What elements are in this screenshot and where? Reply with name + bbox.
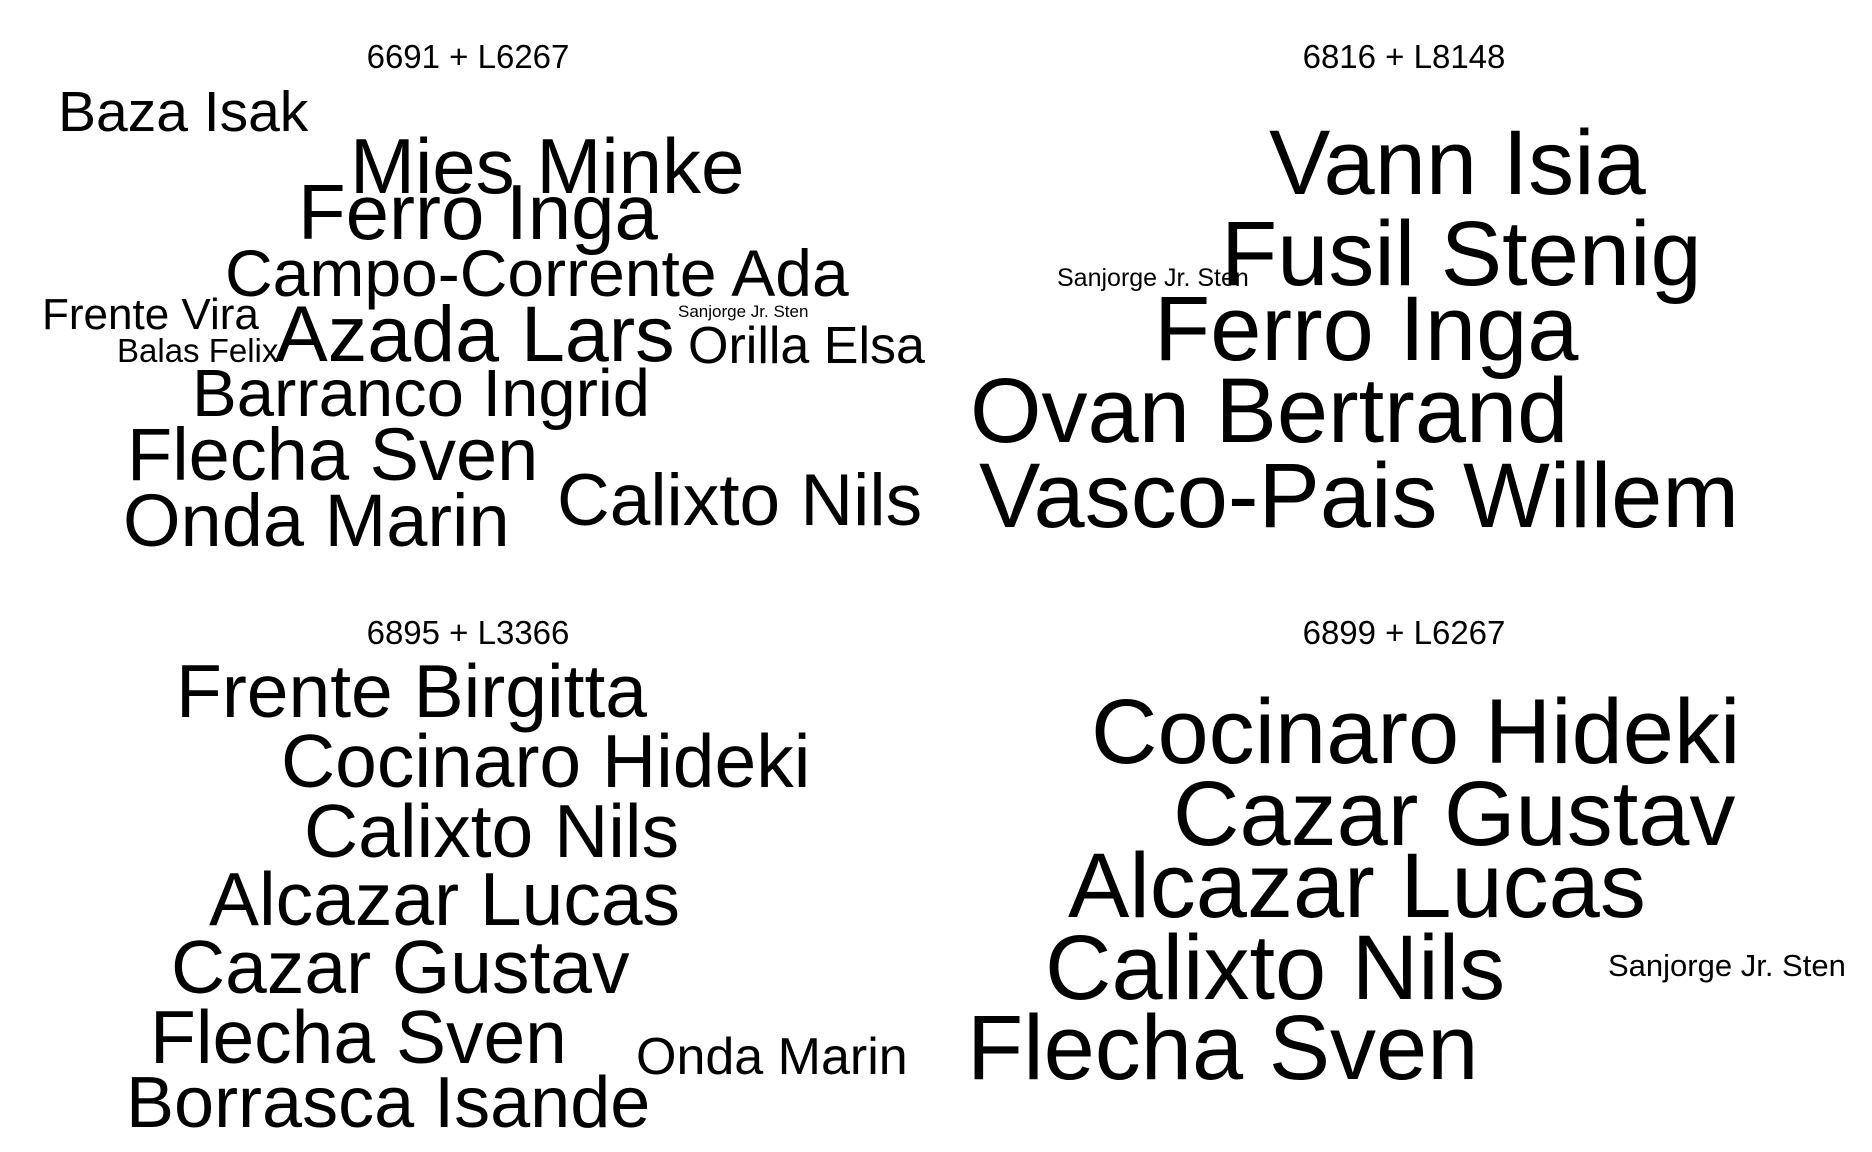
word-cloud-term: Vasco-Pais Willem [979,445,1739,547]
word-cloud-term: Barranco Ingrid [192,356,651,431]
word-cloud-term: Borrasca Isande [126,1063,651,1143]
word-cloud: Cocinaro Hideki Cazar Gustav Alcazar Lucas… [936,576,1872,1152]
word-cloud-panel: 6816 + L8148 Vann Isia Sanjorge Jr. Sten F… [936,0,1872,576]
word-cloud-term: Orilla Elsa [688,317,925,375]
word-cloud-term: Sanjorge Jr. Sten [1057,264,1249,292]
panel-title: 6691 + L6267 [366,38,570,75]
word-cloud-term: Flecha Sven [127,413,539,496]
word-cloud-term: Vann Isia [1269,112,1646,214]
word-cloud-term: Cocinaro Hideki [281,719,811,803]
word-cloud-term: Calixto Nils [557,460,923,541]
panel-title: 6816 + L8148 [1302,38,1506,75]
word-cloud: Baza Isak Mies Minke Ferro Inga Campo-Corre… [0,0,936,576]
panel-title: 6895 + L3366 [366,614,570,651]
word-cloud-term: Baza Isak [58,80,309,144]
word-cloud-term: Alcazar Lucas [209,857,681,941]
word-cloud-term: Onda Marin [123,479,510,562]
word-cloud-term: Sanjorge Jr. Sten [1608,948,1846,983]
word-cloud-term: Fusil Stenig [1221,203,1702,305]
word-cloud-term: Ferro Inga [1154,278,1579,380]
word-cloud-term: Mies Minke [350,122,745,210]
word-cloud: Frente Birgitta Cocinaro Hideki Calixto Ni… [0,576,936,1152]
word-cloud-term: Cocinaro Hideki [1091,681,1741,783]
word-cloud-term: Frente Vira [42,290,259,339]
word-cloud-term: Alcazar Lucas [1068,835,1646,937]
word-cloud-term: Cazar Gustav [1173,763,1736,865]
word-cloud-term: Ovan Bertrand [970,360,1569,462]
word-cloud: Vann Isia Sanjorge Jr. Sten Fusil Stenig Fe… [936,0,1872,576]
word-cloud-panel: 6691 + L6267 Baza Isak Mies Minke Ferro In… [0,0,936,576]
word-cloud-term: Calixto Nils [1045,917,1506,1019]
word-cloud-term: Calixto Nils [304,789,680,873]
word-cloud-term: Flecha Sven [150,995,567,1079]
word-cloud-term: Azada Lars [275,289,675,378]
word-cloud-term: Sanjorge Jr. Sten [678,302,809,321]
word-cloud-term: Frente Birgitta [176,649,648,733]
word-cloud-term: Onda Marin [636,1028,908,1086]
panel-title: 6899 + L6267 [1302,614,1506,651]
word-cloud-term: Balas Felix [117,332,279,369]
word-cloud-term: Ferro Inga [298,168,658,256]
word-cloud-panel: 6899 + L6267 Cocinaro Hideki Cazar Gustav… [936,576,1872,1152]
word-cloud-term: Flecha Sven [967,997,1479,1099]
word-cloud-term: Cazar Gustav [171,925,630,1009]
word-cloud-panel: 6895 + L3366 Frente Birgitta Cocinaro Hid… [0,576,936,1152]
word-cloud-term: Campo-Corrente Ada [225,236,849,310]
